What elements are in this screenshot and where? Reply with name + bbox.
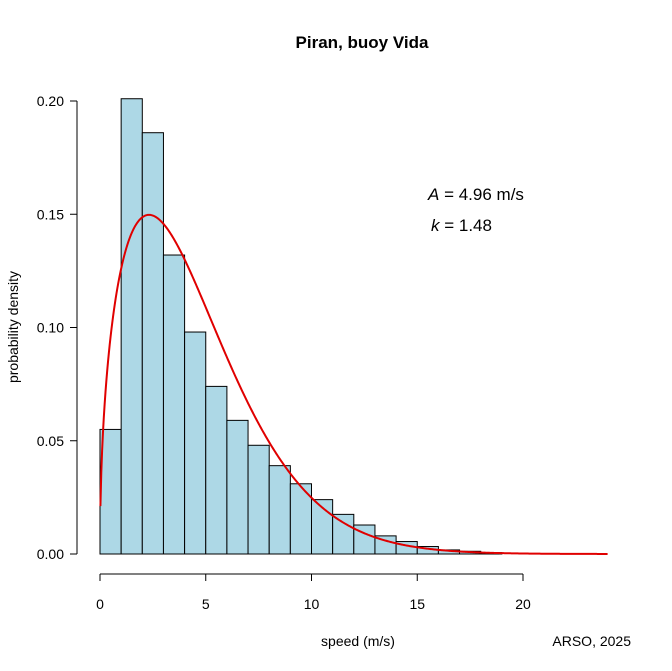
y-axis-label: probability density bbox=[5, 271, 21, 383]
x-tick-label: 15 bbox=[409, 596, 425, 612]
param-k-symbol: k bbox=[431, 216, 441, 235]
x-axis-label: speed (m/s) bbox=[321, 633, 395, 649]
param-a-symbol: A bbox=[427, 185, 439, 204]
histogram-bar bbox=[247, 444, 270, 555]
x-tick-label: 10 bbox=[304, 596, 320, 612]
y-axis: 0.00 0.05 0.10 0.15 0.20 bbox=[37, 93, 78, 562]
weibull-curve bbox=[99, 213, 608, 555]
histogram-bar bbox=[332, 513, 355, 555]
histogram-bar bbox=[120, 98, 143, 555]
histogram-bar bbox=[226, 419, 249, 555]
y-tick-label: 0.10 bbox=[37, 320, 64, 336]
histogram-bar bbox=[268, 465, 291, 555]
x-axis: 0 5 10 15 20 bbox=[96, 573, 531, 612]
param-a-value: 4.96 m/s bbox=[459, 185, 524, 204]
histogram-bar bbox=[205, 385, 228, 555]
chart-title: Piran, buoy Vida bbox=[296, 33, 429, 52]
param-k-value: 1.48 bbox=[459, 216, 492, 235]
histogram-bar bbox=[184, 331, 207, 555]
histogram-bar bbox=[162, 254, 186, 555]
x-tick-label: 0 bbox=[96, 596, 104, 612]
histogram-bars bbox=[99, 98, 503, 555]
param-k: k = 1.48 bbox=[431, 216, 492, 235]
histogram-bar bbox=[141, 132, 164, 555]
y-tick-label: 0.00 bbox=[37, 546, 64, 562]
x-tick-label: 5 bbox=[202, 596, 210, 612]
credit-label: ARSO, 2025 bbox=[552, 633, 631, 649]
y-tick-label: 0.20 bbox=[37, 93, 64, 109]
y-tick-label: 0.15 bbox=[37, 206, 64, 222]
weibull-parameters: A = 4.96 m/s k = 1.48 bbox=[427, 185, 524, 235]
param-a: A = 4.96 m/s bbox=[427, 185, 524, 204]
x-tick-label: 20 bbox=[515, 596, 531, 612]
y-tick-label: 0.05 bbox=[37, 433, 64, 449]
